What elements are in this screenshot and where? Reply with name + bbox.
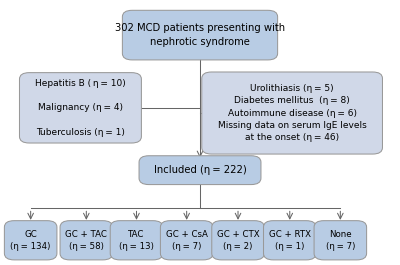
FancyBboxPatch shape xyxy=(160,221,213,260)
Text: Included (η = 222): Included (η = 222) xyxy=(154,165,246,175)
FancyBboxPatch shape xyxy=(264,221,316,260)
Text: None
(η = 7): None (η = 7) xyxy=(326,230,355,251)
FancyBboxPatch shape xyxy=(314,221,366,260)
FancyBboxPatch shape xyxy=(122,10,278,60)
Text: GC
(η = 134): GC (η = 134) xyxy=(10,230,51,251)
Text: GC + TAC
(η = 58): GC + TAC (η = 58) xyxy=(65,230,107,251)
Text: GC + RTX
(η = 1): GC + RTX (η = 1) xyxy=(269,230,311,251)
Text: GC + CTX
(η = 2): GC + CTX (η = 2) xyxy=(217,230,259,251)
Text: Hepatitis B ( η = 10)

Malignancy (η = 4)

Tuberculosis (η = 1): Hepatitis B ( η = 10) Malignancy (η = 4)… xyxy=(35,79,126,137)
Text: TAC
(η = 13): TAC (η = 13) xyxy=(119,230,154,251)
Text: 302 MCD patients presenting with
nephrotic syndrome: 302 MCD patients presenting with nephrot… xyxy=(115,23,285,47)
Text: Urolithiasis (η = 5)
Diabetes mellitus  (η = 8)
Autoimmune disease (η = 6)
Missi: Urolithiasis (η = 5) Diabetes mellitus (… xyxy=(218,84,366,142)
FancyBboxPatch shape xyxy=(4,221,57,260)
Text: GC + CsA
(η = 7): GC + CsA (η = 7) xyxy=(166,230,208,251)
FancyBboxPatch shape xyxy=(212,221,264,260)
FancyBboxPatch shape xyxy=(110,221,163,260)
FancyBboxPatch shape xyxy=(139,156,261,184)
FancyBboxPatch shape xyxy=(60,221,112,260)
FancyBboxPatch shape xyxy=(202,72,382,154)
FancyBboxPatch shape xyxy=(20,73,141,143)
